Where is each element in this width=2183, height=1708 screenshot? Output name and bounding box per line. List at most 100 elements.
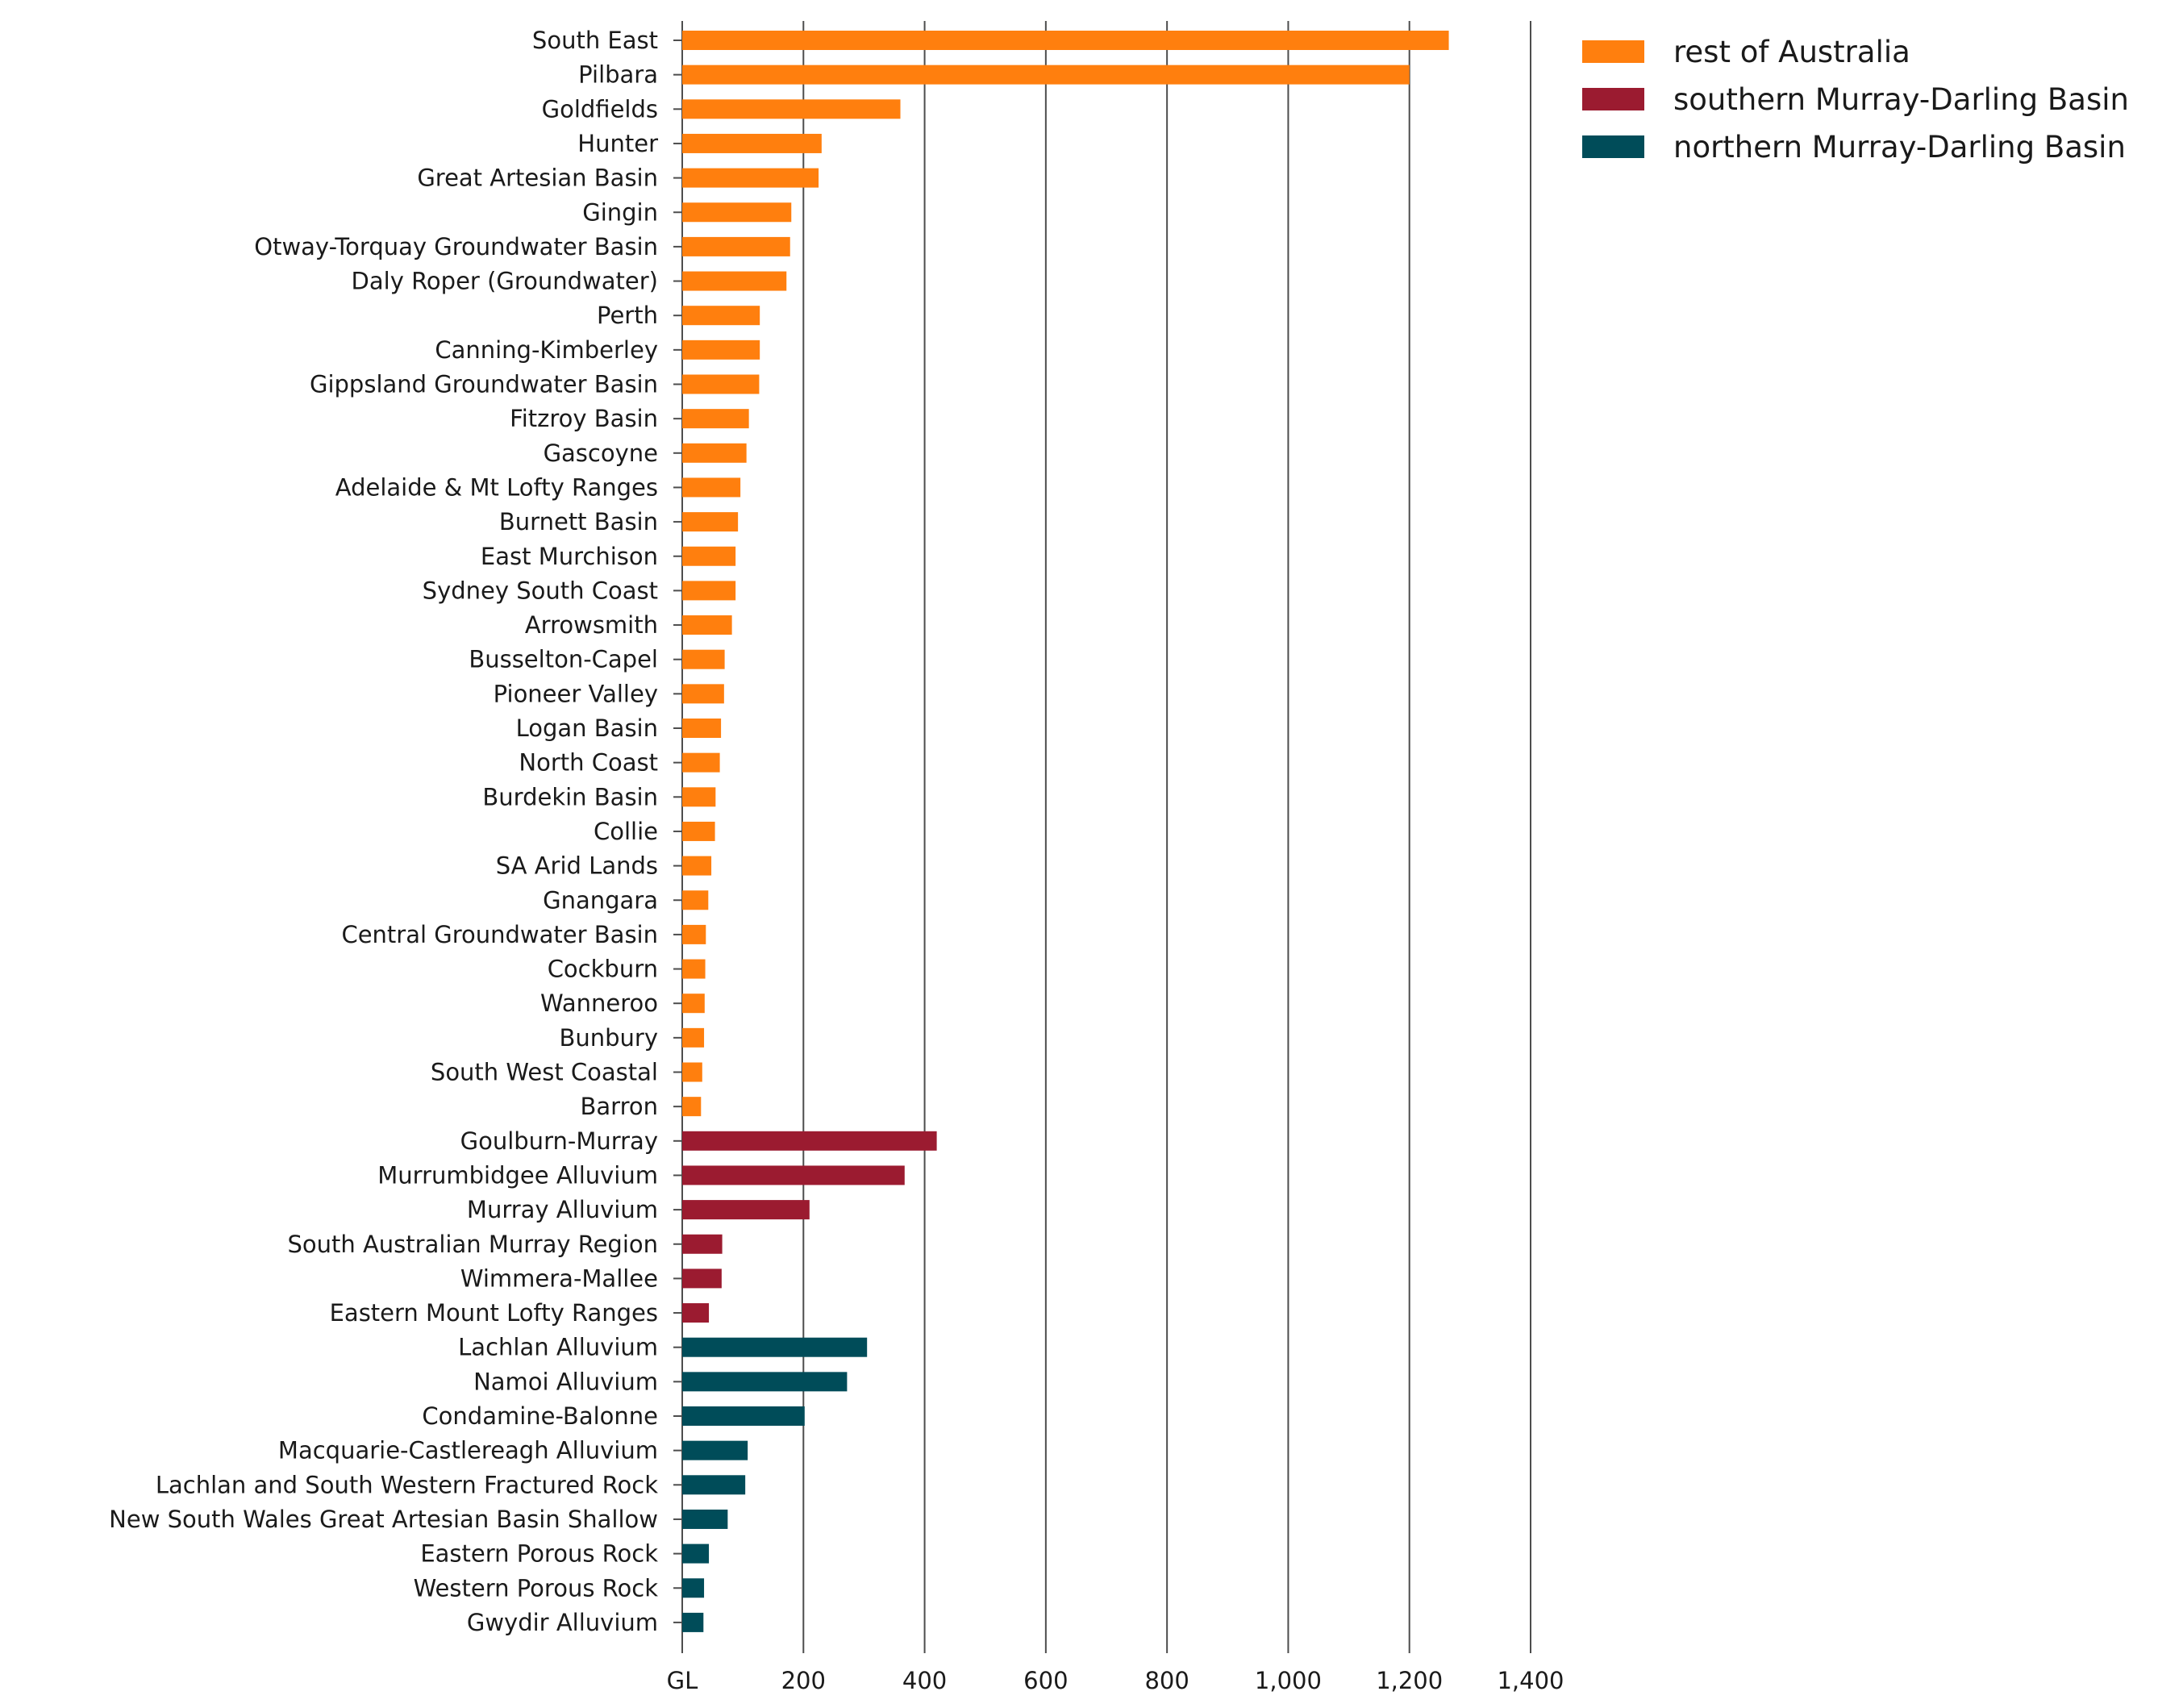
bar [682,1612,704,1632]
category-label: Namoi Alluvium [473,1368,658,1395]
bar [682,719,722,738]
category-label: Wanneroo [540,989,658,1017]
category-label: Pioneer Valley [494,680,658,707]
gridlines [673,21,1531,1653]
bar [682,202,792,223]
bar [682,615,732,635]
bar [682,684,724,704]
category-label: Gascoyne [544,439,658,467]
category-label: Murray Alluvium [467,1196,658,1223]
category-label: Hunter [577,130,658,157]
bar [682,1509,728,1529]
bar [682,340,760,360]
category-label: Pilbara [578,61,658,89]
bar [682,133,822,153]
category-label: North Coast [519,749,658,777]
category-label: Lachlan Alluvium [458,1334,658,1361]
bars [682,31,1449,1632]
bar [682,581,736,601]
bar [682,1027,705,1048]
x-tick-label: 800 [1144,1667,1189,1694]
category-label: Murrumbidgee Alluvium [377,1161,658,1189]
category-label: Sydney South Coast [423,577,658,604]
bar [682,752,720,773]
bar [682,1372,848,1392]
bar [682,821,715,841]
bar [682,787,716,807]
category-label: Canning-Kimberley [435,336,658,364]
category-label: Lachlan and South Western Fractured Rock [156,1471,658,1498]
bar [682,1337,868,1357]
category-label: South East [532,27,658,54]
bar [682,374,760,394]
x-tick-label: 400 [902,1667,947,1694]
category-label: Gnangara [543,886,658,914]
bar [682,649,725,669]
bar [682,1200,810,1220]
bar [682,1475,746,1495]
category-label: Logan Basin [516,714,658,742]
bar [682,99,901,119]
bar [682,477,741,498]
category-label: Burnett Basin [499,508,658,535]
category-label: East Murchison [481,543,658,570]
bar [682,271,787,291]
category-label: New South Wales Great Artesian Basin Sha… [109,1506,658,1533]
bar [682,1269,722,1289]
bar [682,1234,723,1254]
category-label: SA Arid Lands [496,852,658,880]
bar [682,856,712,876]
category-labels: South East Pilbara Goldfields Hunter Great A… [109,27,658,1636]
x-tick-label: 1,400 [1497,1667,1564,1694]
x-tick-label: GL [667,1667,698,1694]
category-label: South Australian Murray Region [287,1231,658,1258]
category-label: South West Coastal [431,1059,658,1086]
x-tick-label: 1,200 [1376,1667,1443,1694]
bar [682,236,790,256]
category-label: Barron [581,1093,659,1120]
bar [682,31,1449,50]
legend-label: southern Murray-Darling Basin [1673,82,2129,117]
category-label: Macquarie-Castlereagh Alluvium [278,1437,658,1464]
category-label: Western Porous Rock [414,1574,659,1602]
category-label: Perth [597,302,658,329]
category-label: Fitzroy Basin [510,405,658,432]
category-label: Wimmera-Mallee [460,1264,658,1292]
category-label: Gippsland Groundwater Basin [310,371,658,398]
category-label: Goldfields [542,95,658,123]
bar [682,1543,710,1564]
category-label: Great Artesian Basin [417,165,658,192]
bar [682,1440,748,1460]
legend-label: northern Murray-Darling Basin [1673,130,2126,165]
bar [682,1165,905,1185]
category-label: Bunbury [559,1024,658,1052]
bar [682,1062,702,1082]
category-label: Busselton-Capel [469,646,658,673]
category-label: Eastern Mount Lofty Ranges [330,1299,658,1327]
bar [682,924,706,944]
bar [682,890,709,910]
bar [682,443,747,463]
legend: rest of Australia southern Murray-Darling… [1582,35,2129,165]
category-label: Goulburn-Murray [460,1127,658,1155]
legend-swatch [1582,135,1644,158]
x-tick-label: 600 [1023,1667,1068,1694]
bar [682,1303,710,1323]
x-tick-label: 1,000 [1255,1667,1322,1694]
category-label: Collie [594,818,658,845]
bar [682,994,705,1014]
bar [682,306,760,326]
category-label: Gingin [582,198,658,226]
bar [682,1406,805,1426]
bar [682,1131,937,1151]
bar [682,65,1410,85]
legend-swatch [1582,40,1644,63]
bar [682,409,749,429]
category-label: Arrowsmith [525,611,658,639]
category-label: Gwydir Alluvium [467,1609,658,1636]
legend-swatch [1582,88,1644,110]
category-label: Adelaide & Mt Lofty Ranges [335,473,658,501]
category-label: Central Groundwater Basin [341,921,658,948]
bar [682,1578,705,1598]
category-label: Daly Roper (Groundwater) [352,268,658,295]
